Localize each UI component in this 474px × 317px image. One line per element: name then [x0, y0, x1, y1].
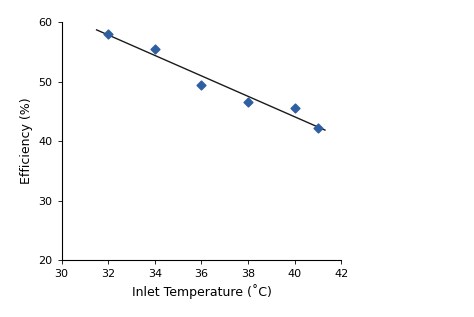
Point [198, 82, 205, 87]
Point [244, 100, 252, 105]
Point [151, 46, 159, 51]
X-axis label: Inlet Temperature (˚C): Inlet Temperature (˚C) [131, 285, 272, 300]
Y-axis label: Efficiency (%): Efficiency (%) [20, 98, 33, 184]
Point [104, 31, 112, 36]
Point [314, 126, 322, 131]
Point [291, 106, 299, 111]
